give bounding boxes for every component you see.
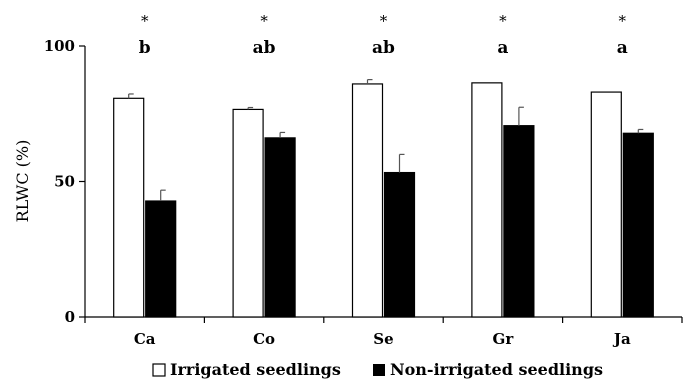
bar-non-irrigated [622, 132, 654, 318]
bars [113, 79, 654, 318]
legend-label-non-irrigated: Non-irrigated seedlings [390, 360, 603, 379]
group-letter: b [139, 38, 151, 58]
significance-marker: * [380, 12, 388, 30]
significance-marker: * [499, 12, 507, 30]
legend-label-irrigated: Irrigated seedlings [170, 360, 341, 379]
bar-non-irrigated [383, 171, 416, 318]
y-tick-label: 100 [44, 37, 75, 55]
x-tick-label: Ja [612, 330, 631, 348]
bar-irrigated [590, 91, 622, 318]
significance-marker: * [619, 12, 627, 30]
bar-non-irrigated [145, 200, 177, 318]
legend-swatch-non-irrigated [373, 364, 385, 376]
annotations: * b * ab * ab * a * a [139, 12, 628, 58]
legend-swatch-irrigated [152, 363, 166, 377]
legend: Irrigated seedlings Non-irrigated seedli… [152, 360, 603, 379]
group-letter: a [617, 38, 628, 58]
x-tick-label: Co [253, 330, 275, 348]
bar-irrigated [351, 83, 384, 318]
y-tick-label: 0 [65, 308, 75, 326]
group-letter: ab [372, 38, 395, 58]
group-letter: a [497, 38, 508, 58]
significance-marker: * [141, 12, 149, 30]
bar-irrigated [232, 108, 264, 318]
x-tick-label: Se [373, 330, 393, 348]
group-letter: ab [253, 38, 276, 58]
bar-non-irrigated [503, 125, 535, 318]
y-tick-label: 50 [54, 173, 75, 191]
x-tick-label: Gr [493, 330, 515, 348]
y-axis-label: RLWC (%) [13, 140, 32, 223]
bar-non-irrigated [264, 137, 296, 318]
significance-marker: * [260, 12, 268, 30]
bar-irrigated [113, 97, 145, 318]
x-tick-label: Ca [134, 330, 156, 348]
bar-irrigated [471, 82, 503, 318]
axes: 0 50 100 Ca Co Se Gr Ja [44, 37, 683, 348]
